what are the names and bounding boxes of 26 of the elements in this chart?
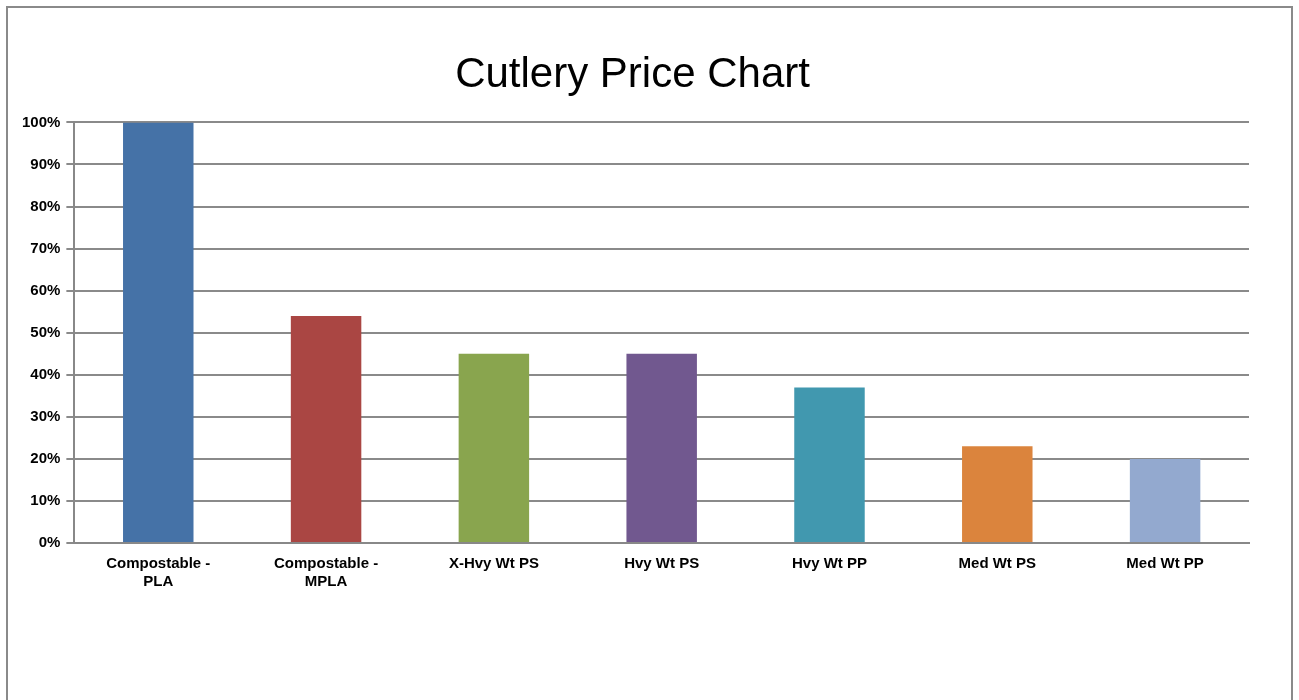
bar [1129,458,1201,542]
chart-title: Cutlery Price Chart [455,48,811,96]
bar [123,122,194,542]
bar [962,446,1033,542]
x-tick-label: Hvy Wt PS [624,554,700,572]
y-tick-label: 60% [30,280,61,298]
y-tick-label: 80% [30,196,61,214]
bar [794,387,865,542]
y-tick-label: 100% [21,112,61,130]
y-tick-label: 40% [30,364,61,382]
x-tick-label: Med Wt PS [958,554,1037,572]
x-tick-label: Compostable - MPLA [273,554,379,590]
x-tick-label: X-Hvy Wt PS [448,554,539,572]
bar [626,353,697,542]
y-tick-label: 10% [30,491,61,509]
bar [458,353,530,542]
y-tick-label: 30% [30,406,61,424]
y-tick-label: 0% [38,533,61,551]
y-tick-label: 50% [30,322,61,340]
y-tick-label: 90% [30,154,61,172]
y-tick-label: 20% [30,449,61,467]
x-tick-label: Compostable - PLA [106,554,211,590]
x-tick-label: Med Wt PP [1126,554,1204,572]
x-tick-label: Hvy Wt PP [791,554,867,572]
y-tick-label: 70% [30,238,61,256]
bar [290,315,362,542]
